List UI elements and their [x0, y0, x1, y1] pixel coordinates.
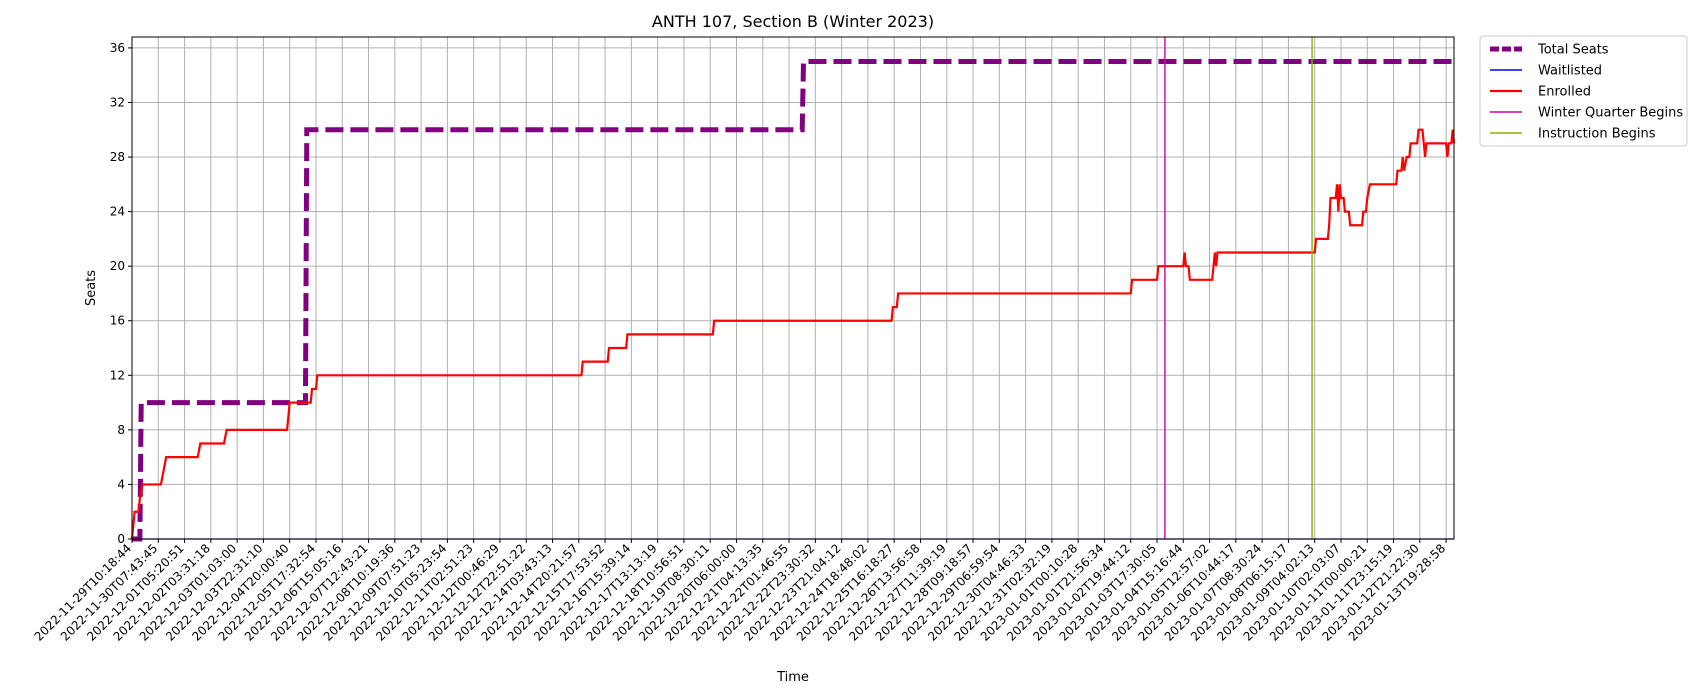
legend-label: Total Seats — [1537, 43, 1609, 58]
y-axis: 0 4 8 12 16 20 24 28 32 36 — [110, 41, 132, 546]
y-tick-label: 32 — [110, 95, 125, 109]
legend-label: Instruction Begins — [1538, 127, 1656, 142]
legend-label: Enrolled — [1538, 85, 1591, 100]
series-total-seats-line — [132, 59, 1454, 542]
y-tick-label: 28 — [110, 150, 125, 164]
y-axis-label: Seats — [84, 270, 99, 306]
plot-frame — [131, 36, 1455, 540]
y-tick-label: 0 — [117, 532, 125, 546]
legend: Total Seats Waitlisted Enrolled Winter Quar… — [1479, 35, 1688, 147]
y-tick-label: 12 — [110, 368, 125, 382]
y-tick-label: 4 — [117, 477, 125, 491]
x-axis-label: Time — [776, 670, 809, 685]
legend-label: Waitlisted — [1538, 64, 1602, 79]
legend-label: Winter Quarter Begins — [1538, 106, 1683, 121]
y-tick-label: 8 — [117, 423, 125, 437]
chart-title: ANTH 107, Section B (Winter 2023) — [652, 12, 934, 31]
y-tick-label: 20 — [110, 259, 125, 273]
series-enrolled-line — [130, 128, 1456, 540]
y-tick-label: 36 — [110, 41, 125, 55]
y-tick-label: 16 — [110, 314, 125, 328]
legend-box — [1479, 35, 1688, 147]
y-tick-label: 24 — [110, 205, 125, 219]
